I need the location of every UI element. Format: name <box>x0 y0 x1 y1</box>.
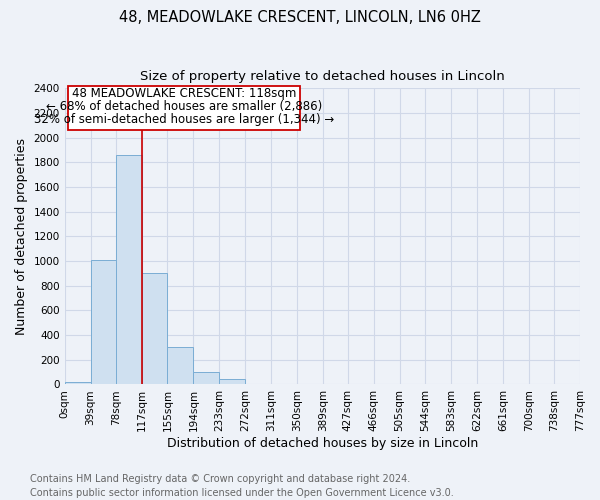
FancyBboxPatch shape <box>68 86 300 130</box>
Text: Contains HM Land Registry data © Crown copyright and database right 2024.
Contai: Contains HM Land Registry data © Crown c… <box>30 474 454 498</box>
Text: 32% of semi-detached houses are larger (1,344) →: 32% of semi-detached houses are larger (… <box>34 114 334 126</box>
Bar <box>193 372 219 384</box>
X-axis label: Distribution of detached houses by size in Lincoln: Distribution of detached houses by size … <box>167 437 478 450</box>
Bar <box>91 260 116 384</box>
Text: 48 MEADOWLAKE CRESCENT: 118sqm: 48 MEADOWLAKE CRESCENT: 118sqm <box>72 88 296 101</box>
Text: ← 68% of detached houses are smaller (2,886): ← 68% of detached houses are smaller (2,… <box>46 100 322 114</box>
Bar <box>116 155 142 384</box>
Bar <box>65 382 91 384</box>
Title: Size of property relative to detached houses in Lincoln: Size of property relative to detached ho… <box>140 70 505 83</box>
Bar <box>167 348 193 385</box>
Bar <box>142 274 167 384</box>
Y-axis label: Number of detached properties: Number of detached properties <box>15 138 28 335</box>
Bar <box>219 379 245 384</box>
Text: 48, MEADOWLAKE CRESCENT, LINCOLN, LN6 0HZ: 48, MEADOWLAKE CRESCENT, LINCOLN, LN6 0H… <box>119 10 481 25</box>
